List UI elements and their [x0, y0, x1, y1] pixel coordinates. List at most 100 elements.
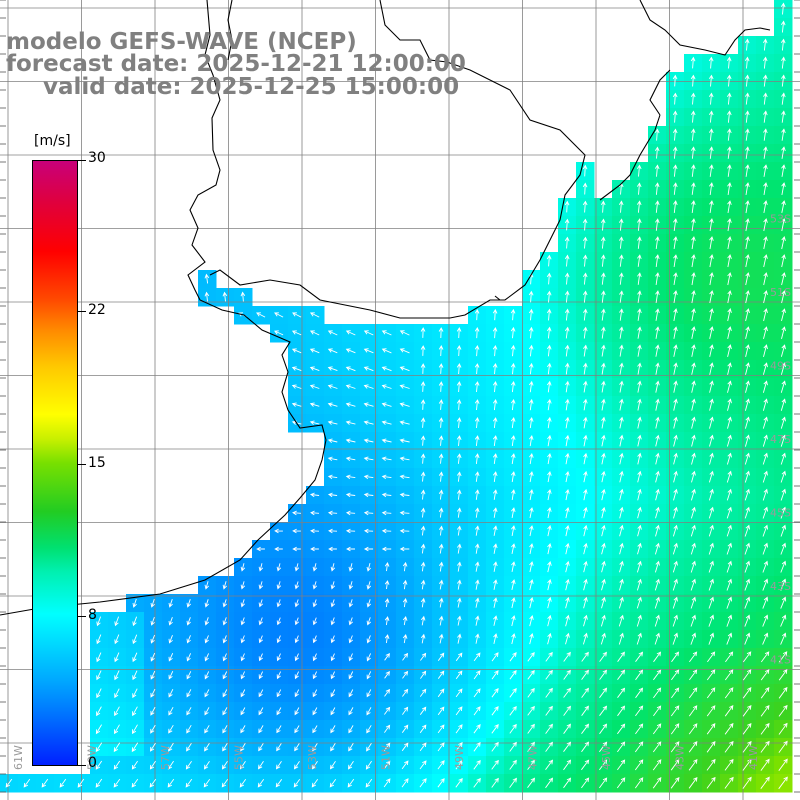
wind-arrow	[726, 596, 733, 609]
wind-arrow	[547, 452, 552, 465]
wind-arrow	[565, 632, 570, 645]
wind-arrow	[599, 651, 607, 662]
wind-arrow	[345, 366, 356, 372]
wind-arrow	[780, 596, 787, 609]
wind-arrow	[492, 507, 498, 518]
wind-arrow	[637, 254, 642, 267]
wind-arrow	[778, 686, 788, 699]
wind-arrow	[708, 488, 714, 501]
wind-arrow	[565, 614, 570, 627]
wind-arrow	[276, 635, 281, 644]
wind-arrow	[345, 474, 356, 480]
wind-arrow	[582, 182, 588, 195]
wind-arrow	[455, 742, 463, 752]
wind-arrow	[529, 543, 534, 555]
wind-arrow	[131, 742, 139, 753]
wind-arrow	[329, 778, 337, 788]
wind-arrow	[744, 398, 750, 411]
wind-arrow	[381, 384, 392, 389]
wind-arrow	[742, 740, 752, 753]
wind-arrow	[204, 742, 210, 752]
wind-arrow	[455, 652, 463, 662]
wind-arrow	[690, 560, 696, 573]
wind-arrow	[763, 254, 768, 268]
wind-arrow	[274, 546, 283, 552]
wind-arrow	[347, 778, 355, 788]
wind-arrow	[670, 759, 680, 771]
wind-arrow	[565, 524, 570, 537]
wind-arrow	[330, 743, 336, 752]
wind-arrow	[601, 596, 606, 609]
wind-arrow	[294, 743, 300, 752]
wind-arrow	[709, 344, 714, 357]
wind-arrow	[778, 776, 788, 790]
wind-arrow	[330, 653, 335, 662]
wind-arrow	[563, 777, 572, 789]
wind-arrow	[345, 384, 356, 389]
wind-arrow	[294, 725, 300, 734]
wind-arrow	[745, 254, 750, 268]
wind-arrow	[366, 599, 372, 608]
wind-arrow	[565, 416, 570, 429]
colorbar-tick-mark	[78, 160, 86, 161]
wind-arrow	[618, 236, 624, 249]
wind-arrow	[528, 308, 534, 321]
wind-arrow	[599, 741, 608, 753]
wind-arrow	[381, 402, 392, 407]
wind-arrow	[583, 380, 588, 393]
wind-arrow	[419, 778, 427, 788]
wind-arrow	[780, 488, 787, 501]
wind-arrow	[780, 2, 786, 15]
wind-arrow	[709, 182, 714, 195]
wind-arrow	[763, 344, 768, 358]
wind-arrow	[673, 452, 678, 465]
wind-arrow	[563, 723, 571, 734]
wind-arrow	[527, 759, 535, 770]
wind-arrow	[330, 689, 336, 698]
wind-arrow	[222, 689, 228, 698]
wind-arrow	[95, 724, 102, 735]
wind-arrow	[673, 416, 678, 429]
wind-arrow	[293, 761, 300, 770]
wind-arrow	[294, 635, 299, 644]
wind-arrow	[131, 760, 138, 770]
wind-arrow	[529, 471, 534, 483]
wind-arrow	[292, 510, 302, 516]
wind-arrow	[583, 452, 588, 465]
wind-arrow	[149, 742, 156, 752]
wind-arrow	[474, 381, 480, 393]
wind-arrow	[511, 597, 516, 609]
wind-arrow	[655, 416, 660, 429]
wind-arrow	[547, 434, 552, 447]
wind-arrow	[327, 348, 338, 354]
wind-arrow	[619, 560, 624, 573]
wind-arrow	[691, 182, 696, 195]
wind-arrow	[617, 651, 625, 662]
wind-arrow	[581, 651, 589, 662]
wind-arrow	[511, 507, 516, 518]
longitude-label: 49W	[453, 745, 466, 770]
wind-arrow	[114, 724, 120, 735]
wind-arrow	[420, 417, 426, 428]
wind-arrow	[456, 399, 462, 410]
wind-arrow	[760, 776, 770, 789]
wind-arrow	[474, 489, 480, 500]
wind-arrow	[96, 670, 102, 681]
wind-arrow	[673, 272, 678, 285]
wind-arrow	[366, 707, 372, 716]
wind-arrow	[363, 492, 374, 498]
wind-arrow	[348, 581, 354, 590]
wind-arrow	[690, 578, 696, 591]
wind-arrow	[491, 688, 499, 698]
wind-arrow	[327, 384, 338, 389]
wind-arrow	[672, 632, 679, 645]
wind-arrow	[673, 344, 678, 357]
wind-arrow	[690, 488, 696, 501]
wind-arrow	[528, 398, 534, 411]
wind-arrow	[456, 543, 462, 554]
wind-arrow	[527, 741, 535, 752]
wind-arrow	[363, 456, 374, 462]
wind-arrow	[510, 344, 516, 357]
wind-arrow	[690, 596, 697, 609]
wind-arrow	[781, 272, 786, 286]
